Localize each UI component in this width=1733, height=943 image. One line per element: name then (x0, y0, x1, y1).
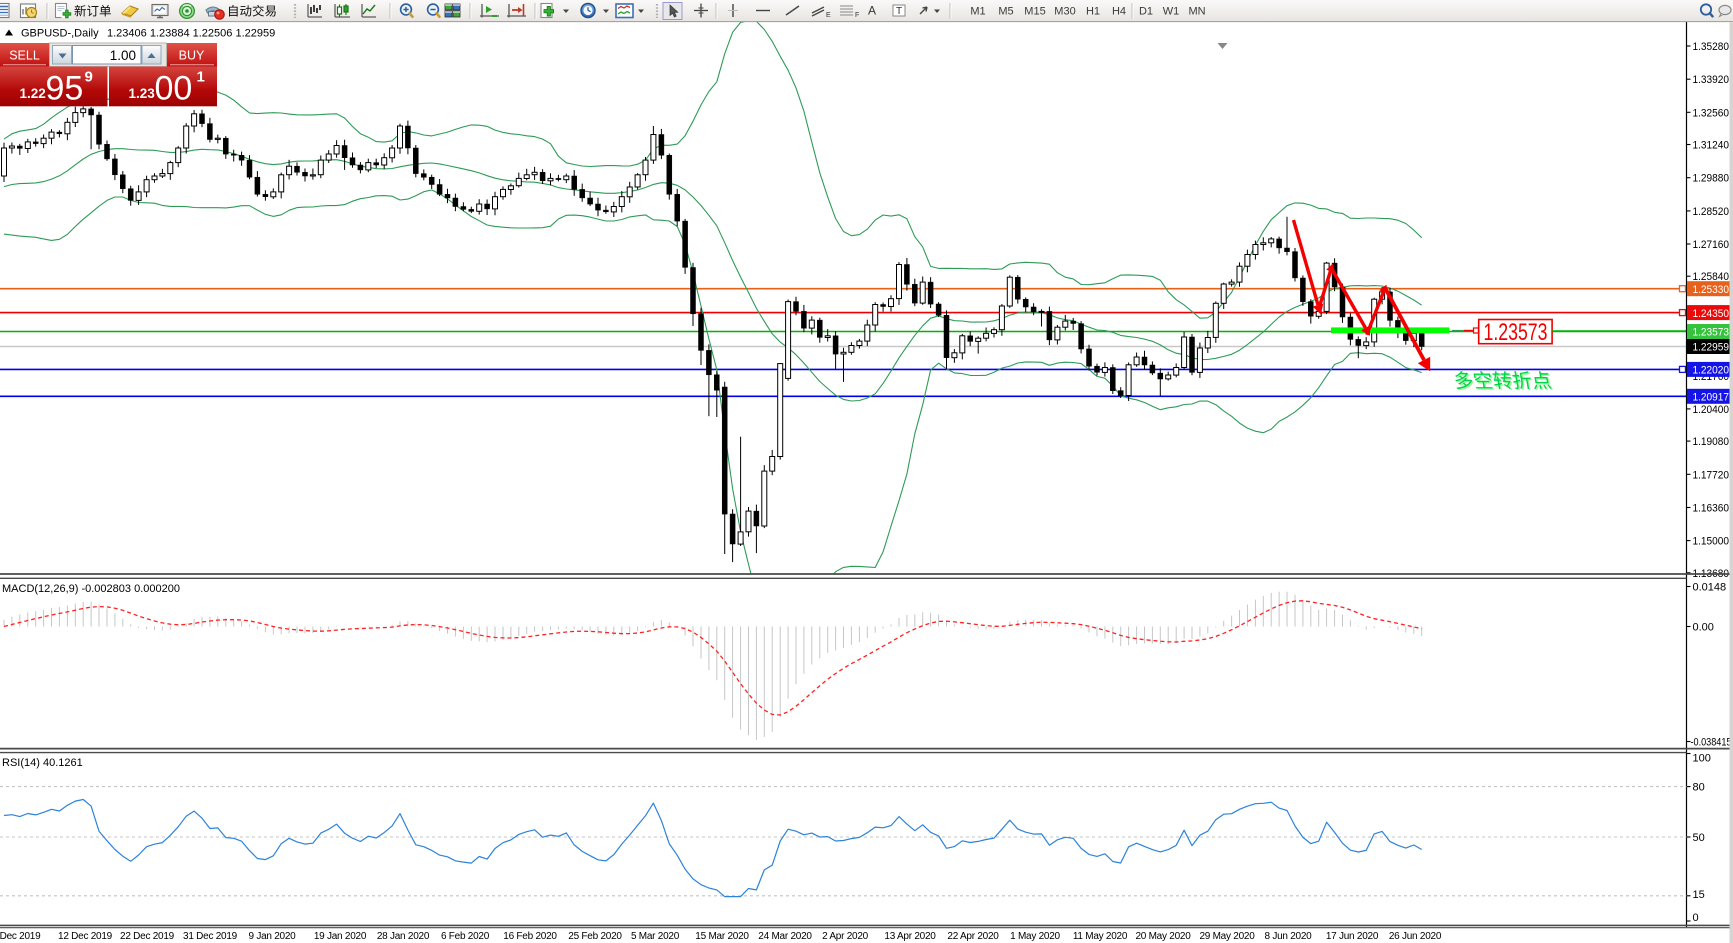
svg-text:GBPUSD-,Daily: GBPUSD-,Daily (21, 28, 99, 40)
svg-text:1.35280: 1.35280 (1693, 41, 1730, 53)
svg-text:1.32560: 1.32560 (1693, 107, 1730, 119)
svg-text:00: 00 (155, 70, 193, 108)
svg-text:SELL: SELL (9, 48, 40, 62)
svg-text:MACD(12,26,9) -0.002803 0.0002: MACD(12,26,9) -0.002803 0.000200 (2, 583, 180, 595)
svg-text:26 Jun 2020: 26 Jun 2020 (1389, 931, 1442, 942)
svg-text:9 Jan 2020: 9 Jan 2020 (249, 931, 297, 942)
svg-text:1.16360: 1.16360 (1693, 503, 1730, 515)
svg-text:24 Mar 2020: 24 Mar 2020 (758, 931, 812, 942)
svg-text:22 Apr 2020: 22 Apr 2020 (947, 931, 999, 942)
svg-text:BUY: BUY (179, 48, 205, 62)
svg-text:1.00: 1.00 (110, 48, 136, 63)
svg-text:95: 95 (46, 70, 84, 108)
svg-text:2 Apr 2020: 2 Apr 2020 (822, 931, 869, 942)
svg-text:1.17720: 1.17720 (1693, 469, 1730, 481)
svg-text:1.31240: 1.31240 (1693, 140, 1730, 152)
svg-text:29 May 2020: 29 May 2020 (1199, 931, 1255, 942)
svg-text:50: 50 (1693, 832, 1705, 844)
svg-text:80: 80 (1693, 782, 1705, 794)
svg-text:1.27160: 1.27160 (1693, 239, 1730, 251)
svg-text:H4: H4 (1112, 6, 1126, 18)
svg-text:15 Mar 2020: 15 Mar 2020 (695, 931, 749, 942)
svg-text:0.0148: 0.0148 (1693, 582, 1727, 594)
svg-text:T: T (896, 6, 902, 17)
svg-text:0: 0 (1693, 912, 1699, 924)
svg-text:11 May 2020: 11 May 2020 (1073, 931, 1128, 942)
svg-text:31 Dec 2019: 31 Dec 2019 (183, 931, 238, 942)
svg-text:1 May 2020: 1 May 2020 (1010, 931, 1060, 942)
svg-text:1.23573: 1.23573 (1693, 327, 1730, 339)
svg-text:25 Feb 2020: 25 Feb 2020 (568, 931, 622, 942)
svg-text:M30: M30 (1054, 6, 1075, 18)
svg-text:1.22020: 1.22020 (1693, 365, 1730, 377)
svg-text:M1: M1 (970, 6, 985, 18)
svg-text:0.00: 0.00 (1693, 622, 1714, 634)
svg-text:1.29880: 1.29880 (1693, 173, 1730, 185)
svg-text:1.23573: 1.23573 (1484, 319, 1548, 346)
svg-text:W1: W1 (1163, 6, 1180, 18)
svg-text:A: A (868, 4, 876, 18)
svg-text:28 Jan 2020: 28 Jan 2020 (377, 931, 430, 942)
svg-text:1.23: 1.23 (129, 86, 156, 101)
svg-text:19 Jan 2020: 19 Jan 2020 (314, 931, 367, 942)
svg-text:22 Dec 2019: 22 Dec 2019 (120, 931, 175, 942)
svg-text:F: F (855, 12, 859, 19)
svg-text:M5: M5 (998, 6, 1013, 18)
svg-text:100: 100 (1693, 753, 1711, 765)
svg-text:Dec 2019: Dec 2019 (0, 931, 41, 942)
svg-text:12 Dec 2019: 12 Dec 2019 (58, 931, 113, 942)
svg-text:M15: M15 (1024, 6, 1045, 18)
svg-text:MN: MN (1188, 6, 1205, 18)
svg-text:1.22: 1.22 (20, 86, 46, 101)
svg-text:1.33920: 1.33920 (1693, 74, 1730, 86)
svg-text:1.19080: 1.19080 (1693, 436, 1730, 448)
svg-text:D1: D1 (1139, 6, 1153, 18)
svg-text:1.22959: 1.22959 (1693, 342, 1730, 354)
svg-text:13 Apr 2020: 13 Apr 2020 (884, 931, 936, 942)
svg-text:1.25330: 1.25330 (1693, 284, 1730, 296)
svg-text:9: 9 (85, 69, 93, 86)
svg-text:1.24350: 1.24350 (1693, 308, 1730, 320)
svg-text:1: 1 (197, 69, 205, 86)
svg-text:1.20917: 1.20917 (1693, 392, 1730, 404)
svg-text:5 Mar 2020: 5 Mar 2020 (631, 931, 680, 942)
svg-text:16 Feb 2020: 16 Feb 2020 (503, 931, 557, 942)
svg-text:17 Jun 2020: 17 Jun 2020 (1326, 931, 1379, 942)
svg-text:1.15000: 1.15000 (1693, 536, 1730, 548)
svg-text:6 Feb 2020: 6 Feb 2020 (441, 931, 490, 942)
svg-text:1.28520: 1.28520 (1693, 206, 1730, 218)
svg-text:20 May 2020: 20 May 2020 (1135, 931, 1191, 942)
svg-text:15: 15 (1693, 889, 1705, 901)
svg-text:8 Jun 2020: 8 Jun 2020 (1265, 931, 1313, 942)
svg-text:H1: H1 (1086, 6, 1100, 18)
svg-text:1.25840: 1.25840 (1693, 271, 1730, 283)
svg-text:E: E (826, 12, 831, 19)
svg-text:-0.038415: -0.038415 (1691, 737, 1732, 749)
svg-text:1.23406 1.23884 1.22506 1.2295: 1.23406 1.23884 1.22506 1.22959 (107, 28, 275, 40)
svg-text:1.20400: 1.20400 (1693, 404, 1730, 416)
svg-text:RSI(14) 40.1261: RSI(14) 40.1261 (2, 757, 83, 769)
